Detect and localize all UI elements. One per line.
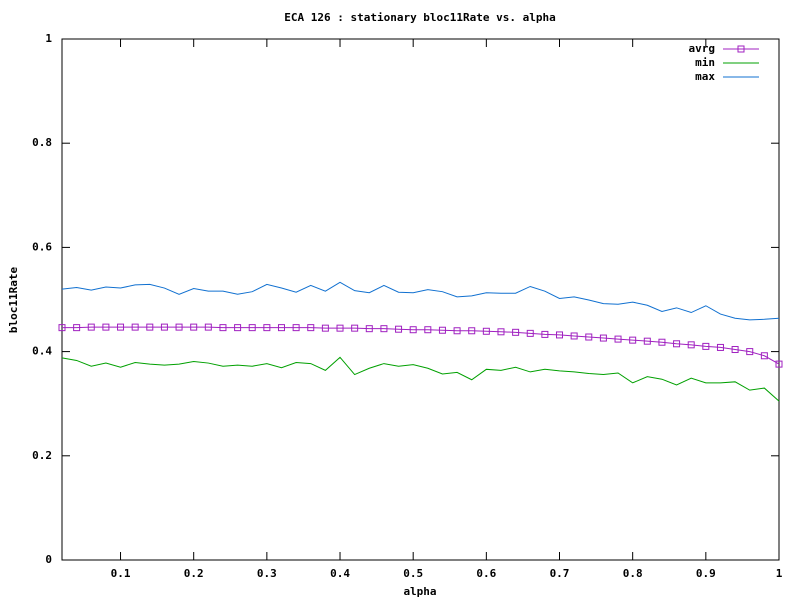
x-tick-label: 0.5 — [403, 567, 423, 580]
series-marker — [614, 335, 622, 343]
legend-label: avrg — [689, 42, 716, 55]
plot-frame — [61, 38, 780, 561]
series-marker — [409, 326, 417, 334]
series-marker — [277, 324, 285, 332]
y-tick-label: 0.8 — [32, 136, 52, 149]
series-marker — [58, 324, 66, 332]
series-marker — [160, 323, 168, 331]
x-tick-label: 0.3 — [257, 567, 277, 580]
series-marker — [438, 326, 446, 334]
y-tick-label: 0.4 — [32, 345, 52, 358]
series-marker — [526, 329, 534, 337]
series-marker — [307, 324, 315, 332]
series-marker — [468, 327, 476, 335]
series-marker — [716, 343, 724, 351]
series-marker — [248, 324, 256, 332]
x-tick-label: 0.7 — [550, 567, 570, 580]
series-marker — [234, 324, 242, 332]
series-marker — [497, 328, 505, 336]
series-marker — [599, 334, 607, 342]
series-marker — [380, 325, 388, 333]
legend-label: max — [695, 70, 715, 83]
series-line — [62, 326, 780, 365]
legend-label: min — [695, 56, 715, 69]
series-marker — [570, 332, 578, 340]
x-tick-label: 0.9 — [696, 567, 716, 580]
series-marker — [336, 324, 344, 332]
series-marker — [482, 327, 490, 335]
series-marker — [556, 331, 564, 339]
series-marker — [395, 325, 403, 333]
series-marker — [73, 324, 81, 332]
series-marker — [746, 348, 754, 356]
series-marker — [204, 323, 212, 331]
x-tick-label: 0.4 — [330, 567, 350, 580]
series-marker — [629, 336, 637, 344]
y-tick-label: 0.2 — [32, 449, 52, 462]
x-tick-label: 1 — [776, 567, 783, 580]
series-marker — [512, 328, 520, 336]
series-marker — [87, 323, 95, 331]
series-line — [61, 281, 780, 321]
chart-title: ECA 126 : stationary bloc11Rate vs. alph… — [284, 11, 556, 24]
series-marker — [731, 346, 739, 354]
y-tick-label: 0.6 — [32, 240, 52, 253]
series-marker — [424, 326, 432, 334]
x-tick-label: 0.8 — [623, 567, 643, 580]
x-axis-label: alpha — [403, 585, 436, 598]
series-marker — [292, 324, 300, 332]
series-line — [61, 356, 780, 402]
series-marker — [365, 325, 373, 333]
series-marker — [541, 330, 549, 338]
series-marker — [117, 323, 125, 331]
series-marker — [643, 337, 651, 345]
series-marker — [702, 342, 710, 350]
x-tick-label: 0.1 — [111, 567, 131, 580]
x-tick-label: 0.2 — [184, 567, 204, 580]
series-marker — [658, 338, 666, 346]
series-marker — [453, 327, 461, 335]
series-marker — [175, 323, 183, 331]
series-marker — [146, 323, 154, 331]
series-marker — [760, 352, 768, 360]
series-marker — [102, 323, 110, 331]
series-marker — [687, 341, 695, 349]
y-tick-label: 0 — [45, 553, 52, 566]
series-marker — [263, 324, 271, 332]
series-marker — [775, 360, 783, 368]
series-marker — [321, 324, 329, 332]
series-marker — [673, 340, 681, 348]
y-tick-label: 1 — [45, 32, 52, 45]
series-marker — [131, 323, 139, 331]
series-marker — [190, 323, 198, 331]
series-marker — [585, 333, 593, 341]
y-axis-label: bloc11Rate — [7, 267, 20, 334]
x-tick-label: 0.6 — [476, 567, 496, 580]
series-marker — [219, 324, 227, 332]
series-marker — [351, 324, 359, 332]
legend-marker — [737, 45, 745, 53]
